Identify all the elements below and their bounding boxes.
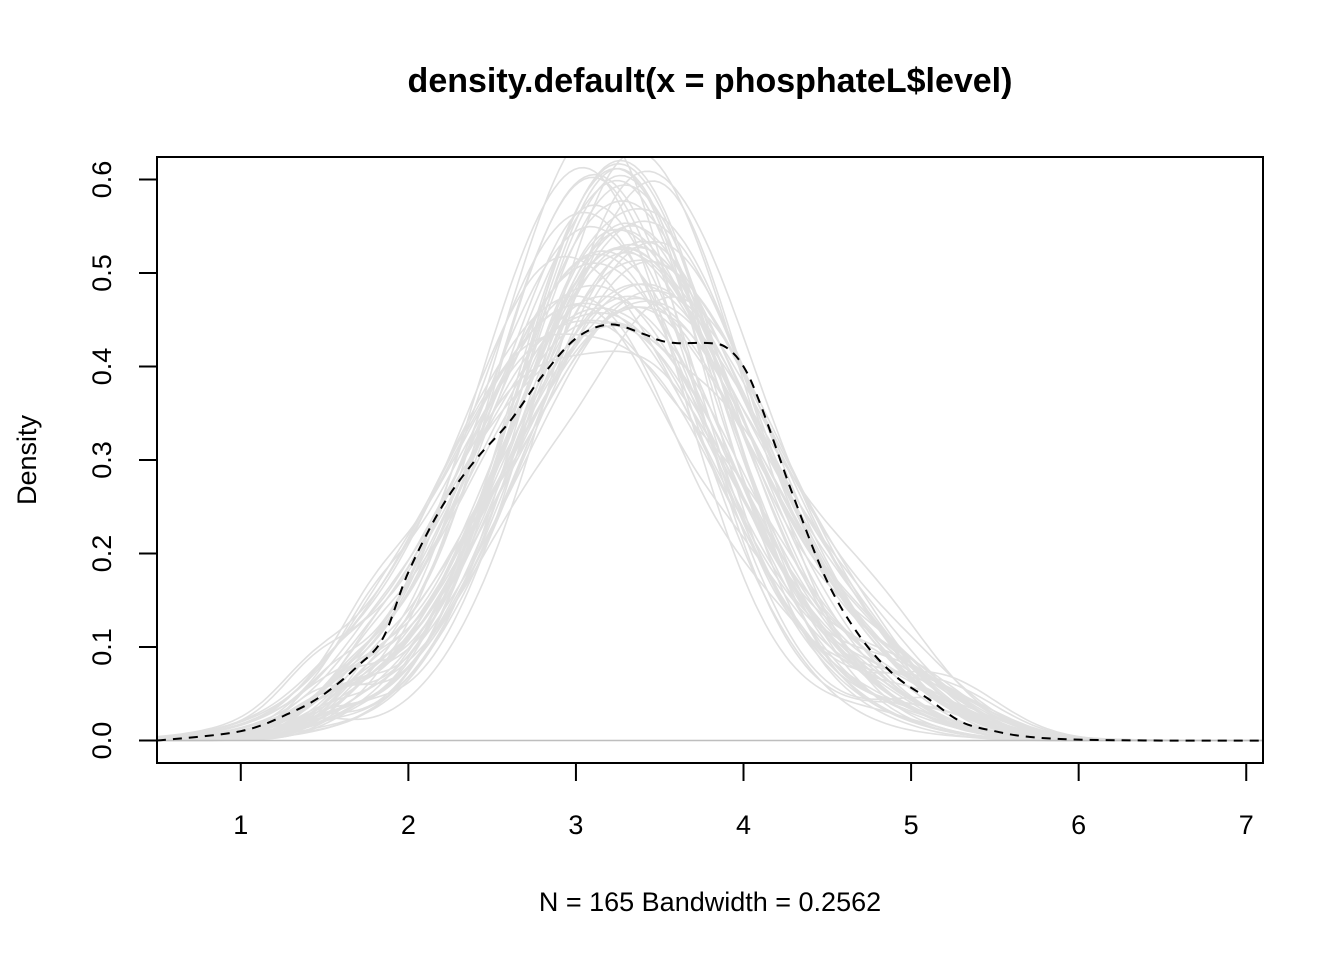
x-tick-label: 5	[904, 810, 919, 840]
bootstrap-density-curves	[157, 157, 1263, 742]
y-axis: 0.0 0.1 0.2 0.3 0.4 0.5 0.6	[87, 161, 158, 760]
y-tick-label: 0.4	[87, 348, 117, 386]
main-density-curve-layer	[157, 323, 1263, 742]
bootstrap-density-curve	[157, 306, 1263, 742]
x-axis-label: N = 165 Bandwidth = 0.2562	[539, 887, 881, 917]
x-tick-label: 3	[568, 810, 583, 840]
y-tick-label: 0.6	[87, 161, 117, 199]
main-density-curve	[157, 323, 1263, 742]
y-tick-label: 0.5	[87, 254, 117, 292]
y-tick-label: 0.0	[87, 722, 117, 760]
x-tick-label: 1	[233, 810, 248, 840]
x-tick-label: 6	[1071, 810, 1086, 840]
chart-title: density.default(x = phosphateL$level)	[408, 62, 1013, 100]
y-tick-label: 0.2	[87, 535, 117, 573]
x-tick-label: 2	[401, 810, 416, 840]
y-tick-label: 0.1	[87, 628, 117, 666]
x-tick-label: 7	[1239, 810, 1254, 840]
bootstrap-density-curve	[157, 173, 1263, 742]
bootstrap-density-curve	[157, 159, 1263, 742]
x-tick-label: 4	[736, 810, 751, 840]
y-tick-label: 0.3	[87, 441, 117, 479]
x-axis: 1 2 3 4 5 6 7	[233, 762, 1254, 840]
y-axis-label: Density	[12, 414, 42, 505]
